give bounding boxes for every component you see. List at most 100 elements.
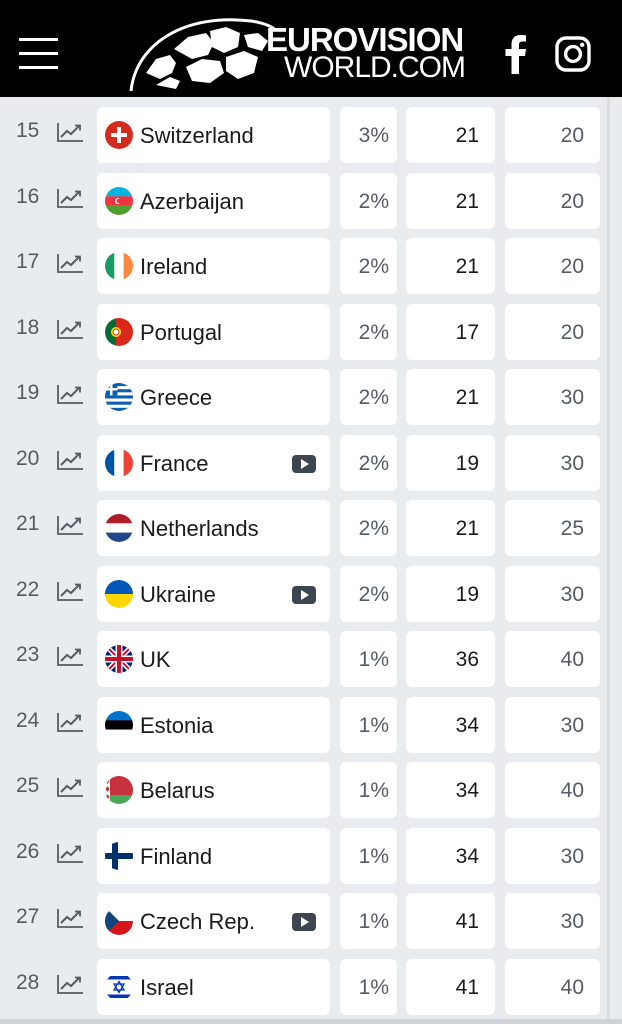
instagram-icon[interactable]: [555, 36, 591, 72]
trend-chart-icon[interactable]: [57, 253, 84, 273]
trend-chart-icon[interactable]: [57, 581, 84, 601]
table-row[interactable]: 17 Ireland 2% 21 20: [0, 230, 622, 296]
table-row[interactable]: 26 Finland 1% 34 30: [0, 820, 622, 886]
country-cell[interactable]: Israel: [97, 958, 330, 1015]
country-cell[interactable]: Portugal: [97, 303, 330, 360]
odds-value-a: 21: [455, 124, 479, 147]
win-chance-cell: 1%: [340, 958, 397, 1015]
country-cell[interactable]: Netherlands: [97, 500, 330, 556]
trend-chart-icon[interactable]: [57, 908, 84, 928]
trend-chart-icon[interactable]: [57, 712, 84, 732]
hamburger-menu-icon[interactable]: [19, 38, 58, 72]
odds-cell-b[interactable]: 40: [505, 762, 600, 818]
odds-cell-a[interactable]: 21: [406, 369, 495, 425]
trend-chart-icon[interactable]: [57, 843, 84, 863]
win-chance-value: 3%: [358, 124, 389, 147]
odds-cell-b[interactable]: 30: [505, 696, 600, 753]
rank-number: 23: [16, 643, 40, 666]
table-row[interactable]: 19 Greece 2% 21 30: [0, 361, 622, 427]
country-cell[interactable]: Czech Rep.: [97, 893, 330, 949]
rank-number: 20: [16, 446, 40, 470]
odds-cell-b[interactable]: 20: [505, 172, 600, 229]
table-row[interactable]: 22 Ukraine 2% 19 30: [0, 558, 622, 624]
country-cell[interactable]: Greece: [97, 369, 330, 425]
table-row[interactable]: 18 Portugal 2% 17 20: [0, 296, 622, 362]
odds-value-a: 34: [455, 779, 479, 802]
table-row[interactable]: 21 Netherlands 2% 21 25: [0, 492, 622, 558]
country-name: France: [140, 450, 209, 476]
scroll-edge: [607, 97, 610, 1024]
rank-number: 28: [16, 970, 40, 994]
country-cell[interactable]: Belarus: [97, 762, 330, 818]
odds-value-b: 20: [560, 189, 584, 213]
facebook-icon[interactable]: [503, 34, 527, 74]
odds-cell-a[interactable]: 34: [406, 762, 495, 818]
greece-flag-icon: [105, 383, 133, 411]
odds-cell-b[interactable]: 20: [505, 238, 600, 294]
odds-value-b: 30: [560, 386, 584, 409]
odds-cell-a[interactable]: 19: [406, 565, 495, 622]
table-row[interactable]: 24 Estonia 1% 34 30: [0, 689, 622, 755]
win-chance-value: 2%: [358, 517, 389, 540]
table-row[interactable]: 16 Azerbaijan 2% 21 20: [0, 165, 622, 231]
rank-number: 25: [16, 774, 40, 797]
odds-cell-b[interactable]: 30: [505, 369, 600, 425]
odds-cell-a[interactable]: 34: [406, 696, 495, 753]
trend-chart-icon[interactable]: [57, 450, 84, 470]
odds-cell-b[interactable]: 30: [505, 565, 600, 622]
odds-table: 15 Switzerland 3% 21 20 16 Azerbaijan 2% 21 20 17 I…: [0, 97, 622, 1024]
odds-cell-a[interactable]: 21: [406, 172, 495, 229]
odds-cell-b[interactable]: 20: [505, 303, 600, 360]
odds-cell-a[interactable]: 36: [406, 631, 495, 687]
odds-cell-a[interactable]: 41: [406, 958, 495, 1015]
odds-cell-b[interactable]: 20: [505, 107, 600, 163]
site-logo[interactable]: EUROVISION WORLD.COM: [126, 13, 471, 93]
table-row[interactable]: 23 UK 1% 36 40: [0, 623, 622, 689]
country-cell[interactable]: UK: [97, 631, 330, 687]
trend-chart-icon[interactable]: [57, 646, 84, 666]
trend-chart-icon[interactable]: [57, 384, 84, 404]
table-row[interactable]: 20 France 2% 19 30: [0, 427, 622, 493]
trend-chart-icon[interactable]: [57, 188, 84, 208]
odds-cell-a[interactable]: 21: [406, 238, 495, 294]
country-cell[interactable]: Ukraine: [97, 565, 330, 622]
table-row[interactable]: 27 Czech Rep. 1% 41 30: [0, 885, 622, 951]
odds-cell-b[interactable]: 40: [505, 631, 600, 687]
trend-chart-icon[interactable]: [57, 974, 84, 994]
odds-value-b: 30: [560, 844, 584, 868]
odds-cell-a[interactable]: 34: [406, 827, 495, 884]
table-row[interactable]: 28 Israel 1% 41 40: [0, 951, 622, 1017]
odds-cell-a[interactable]: 21: [406, 500, 495, 556]
trend-chart-icon[interactable]: [57, 122, 84, 142]
video-play-icon[interactable]: [292, 585, 316, 604]
country-cell[interactable]: France: [97, 434, 330, 491]
country-cell[interactable]: Estonia: [97, 696, 330, 753]
country-name: Portugal: [140, 319, 222, 345]
country-cell[interactable]: Azerbaijan: [97, 172, 330, 229]
trend-chart-icon[interactable]: [57, 319, 84, 339]
odds-cell-a[interactable]: 21: [406, 107, 495, 163]
odds-cell-a[interactable]: 19: [406, 434, 495, 491]
odds-cell-b[interactable]: 30: [505, 434, 600, 491]
win-chance-cell: 2%: [340, 500, 397, 556]
trend-chart-icon[interactable]: [57, 777, 84, 797]
trend-chart-icon[interactable]: [57, 515, 84, 535]
odds-cell-b[interactable]: 30: [505, 827, 600, 884]
video-play-icon[interactable]: [292, 454, 316, 473]
win-chance-cell: 2%: [340, 369, 397, 425]
odds-cell-a[interactable]: 17: [406, 303, 495, 360]
video-play-icon[interactable]: [292, 913, 316, 931]
odds-cell-a[interactable]: 41: [406, 893, 495, 949]
odds-cell-b[interactable]: 30: [505, 893, 600, 949]
country-name: Czech Rep.: [140, 909, 255, 934]
country-cell[interactable]: Finland: [97, 827, 330, 884]
table-row[interactable]: 15 Switzerland 3% 21 20: [0, 99, 622, 165]
win-chance-cell: 1%: [340, 631, 397, 687]
country-cell[interactable]: Ireland: [97, 238, 330, 294]
odds-cell-b[interactable]: 25: [505, 500, 600, 556]
country-cell[interactable]: Switzerland: [97, 107, 330, 163]
country-name: Israel: [140, 974, 194, 1000]
odds-cell-b[interactable]: 40: [505, 958, 600, 1015]
odds-value-b: 20: [560, 320, 584, 344]
table-row[interactable]: 25 Belarus 1% 34 40: [0, 754, 622, 820]
